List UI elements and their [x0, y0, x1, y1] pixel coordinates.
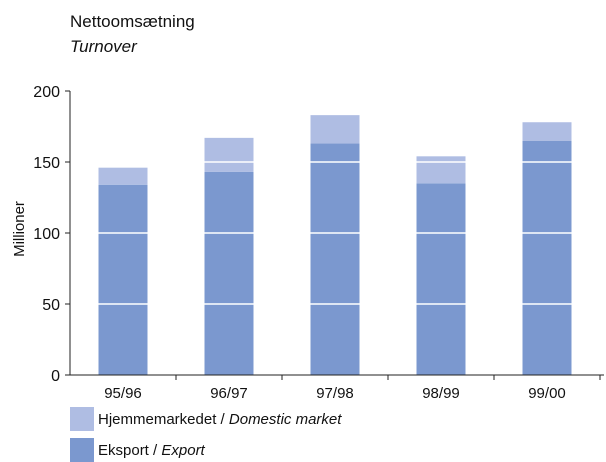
bar-99-00-series-0 — [522, 140, 572, 375]
x-tick-labels: 95/96 96/97 97/98 98/99 99/00 — [104, 385, 566, 402]
axes-layer — [65, 90, 604, 380]
legend-label-export: Eksport — [98, 441, 149, 459]
chart-subtitle: Turnover — [70, 37, 137, 56]
x-tick-label-96-97: 96/97 — [210, 385, 248, 402]
legend-swatch-export — [70, 438, 94, 462]
y-tick-labels: 0 50 100 150 200 — [33, 84, 60, 385]
legend-label-domestic: Hjemmemarkedet — [98, 410, 217, 428]
bar-98-99-series-0 — [416, 183, 466, 375]
bar-97-98-series-0 — [310, 143, 360, 375]
chart-title: Nettoomsætning — [70, 12, 195, 31]
legend-item-domestic: Hjemmemarkedet / Domestic market — [70, 407, 341, 431]
legend-item-export: Eksport / Export — [70, 438, 205, 462]
x-tick-label-98-99: 98/99 — [422, 385, 460, 402]
x-tick-label-95-96: 95/96 — [104, 385, 142, 402]
y-tick-label-0: 0 — [51, 368, 60, 385]
bar-96-97-series-1 — [204, 137, 254, 172]
x-tick-label-97-98: 97/98 — [316, 385, 354, 402]
y-tick-label-200: 200 — [33, 84, 60, 101]
legend-label-domestic-en: Domestic market — [228, 410, 342, 428]
y-tick-label-150: 150 — [33, 155, 60, 172]
bar-95-96-series-0 — [98, 184, 148, 375]
y-tick-label-100: 100 — [33, 226, 60, 243]
bar-96-97-series-0 — [204, 171, 254, 375]
x-tick-label-99-00: 99/00 — [528, 385, 566, 402]
bars-layer — [98, 115, 572, 375]
legend-separator-domestic: / — [216, 410, 229, 428]
bar-95-96-series-1 — [98, 167, 148, 185]
y-tick-label-50: 50 — [42, 297, 60, 314]
bar-97-98-series-1 — [310, 115, 360, 144]
stacked-bar-chart: 0 50 100 150 200 95/96 96/97 97/98 98/99 99/00 M… — [11, 84, 604, 402]
legend-separator-export: / — [148, 441, 162, 459]
y-axis-label: Millioner — [11, 201, 28, 257]
legend-label-export-en: Export — [161, 441, 205, 459]
gridlines-layer — [98, 161, 572, 305]
bar-99-00-series-1 — [522, 122, 572, 141]
bar-98-99-series-1 — [416, 156, 466, 184]
legend-swatch-domestic — [70, 407, 94, 431]
